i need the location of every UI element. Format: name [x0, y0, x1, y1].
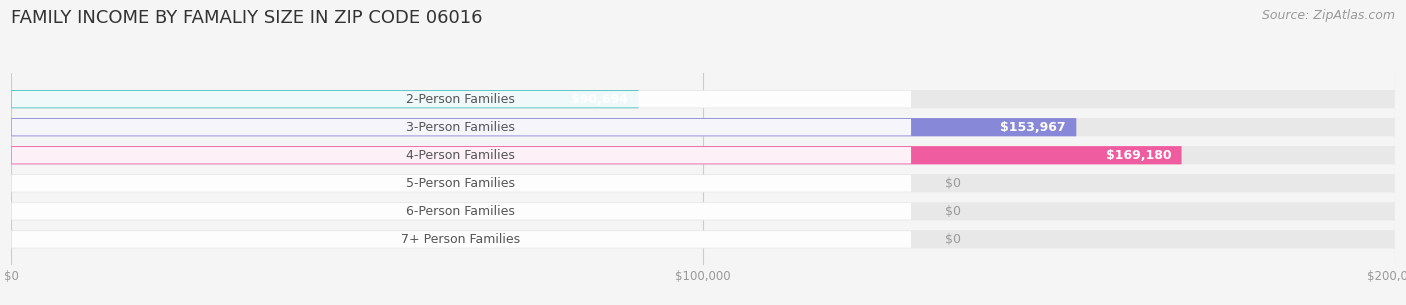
FancyBboxPatch shape — [11, 175, 911, 192]
Text: 2-Person Families: 2-Person Families — [406, 93, 516, 106]
Text: $0: $0 — [945, 205, 962, 218]
FancyBboxPatch shape — [11, 203, 911, 220]
FancyBboxPatch shape — [11, 91, 911, 107]
Text: $0: $0 — [945, 233, 962, 246]
Text: 5-Person Families: 5-Person Families — [406, 177, 516, 190]
Text: FAMILY INCOME BY FAMALIY SIZE IN ZIP CODE 06016: FAMILY INCOME BY FAMALIY SIZE IN ZIP COD… — [11, 9, 482, 27]
Text: 7+ Person Families: 7+ Person Families — [401, 233, 520, 246]
FancyBboxPatch shape — [11, 146, 1395, 164]
Text: 3-Person Families: 3-Person Families — [406, 121, 516, 134]
Text: $169,180: $169,180 — [1105, 149, 1171, 162]
Text: 4-Person Families: 4-Person Families — [406, 149, 516, 162]
Text: $153,967: $153,967 — [1000, 121, 1066, 134]
FancyBboxPatch shape — [11, 202, 1395, 221]
FancyBboxPatch shape — [11, 90, 1395, 108]
FancyBboxPatch shape — [11, 146, 1181, 164]
Text: 6-Person Families: 6-Person Families — [406, 205, 516, 218]
FancyBboxPatch shape — [11, 147, 911, 163]
FancyBboxPatch shape — [11, 90, 638, 108]
FancyBboxPatch shape — [11, 231, 911, 248]
FancyBboxPatch shape — [11, 118, 1395, 136]
FancyBboxPatch shape — [11, 119, 911, 135]
FancyBboxPatch shape — [11, 230, 1395, 249]
FancyBboxPatch shape — [11, 118, 1077, 136]
FancyBboxPatch shape — [11, 174, 1395, 192]
Text: $0: $0 — [945, 177, 962, 190]
Text: Source: ZipAtlas.com: Source: ZipAtlas.com — [1261, 9, 1395, 22]
Text: $90,694: $90,694 — [571, 93, 628, 106]
